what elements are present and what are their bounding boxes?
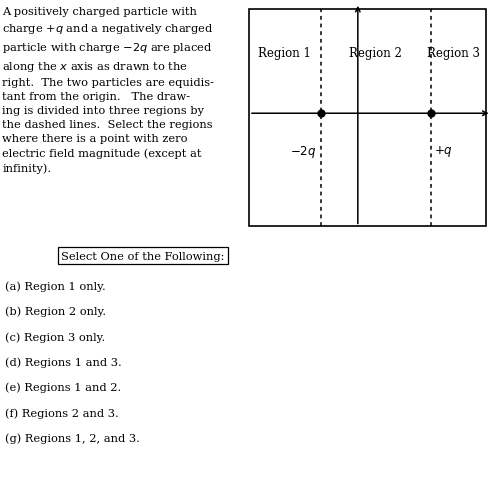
Text: Region 3: Region 3 [427,47,480,60]
Text: (f) Regions 2 and 3.: (f) Regions 2 and 3. [5,407,119,418]
Text: (e) Regions 1 and 2.: (e) Regions 1 and 2. [5,382,121,393]
Text: (b) Region 2 only.: (b) Region 2 only. [5,306,106,317]
Text: Region 1: Region 1 [258,47,311,60]
Text: Region 2: Region 2 [349,47,402,60]
Text: (g) Regions 1, 2, and 3.: (g) Regions 1, 2, and 3. [5,433,140,444]
Text: (d) Regions 1 and 3.: (d) Regions 1 and 3. [5,357,122,367]
Text: (a) Region 1 only.: (a) Region 1 only. [5,281,106,291]
Text: A positively charged particle with
charge $+q$ and a negatively charged
particle: A positively charged particle with charg… [2,7,214,174]
Text: Select One of the Following:: Select One of the Following: [61,251,225,261]
Text: $-2q$: $-2q$ [290,143,316,159]
Bar [249,10,486,227]
Text: $+q$: $+q$ [434,143,453,158]
Text: (c) Region 3 only.: (c) Region 3 only. [5,331,105,342]
